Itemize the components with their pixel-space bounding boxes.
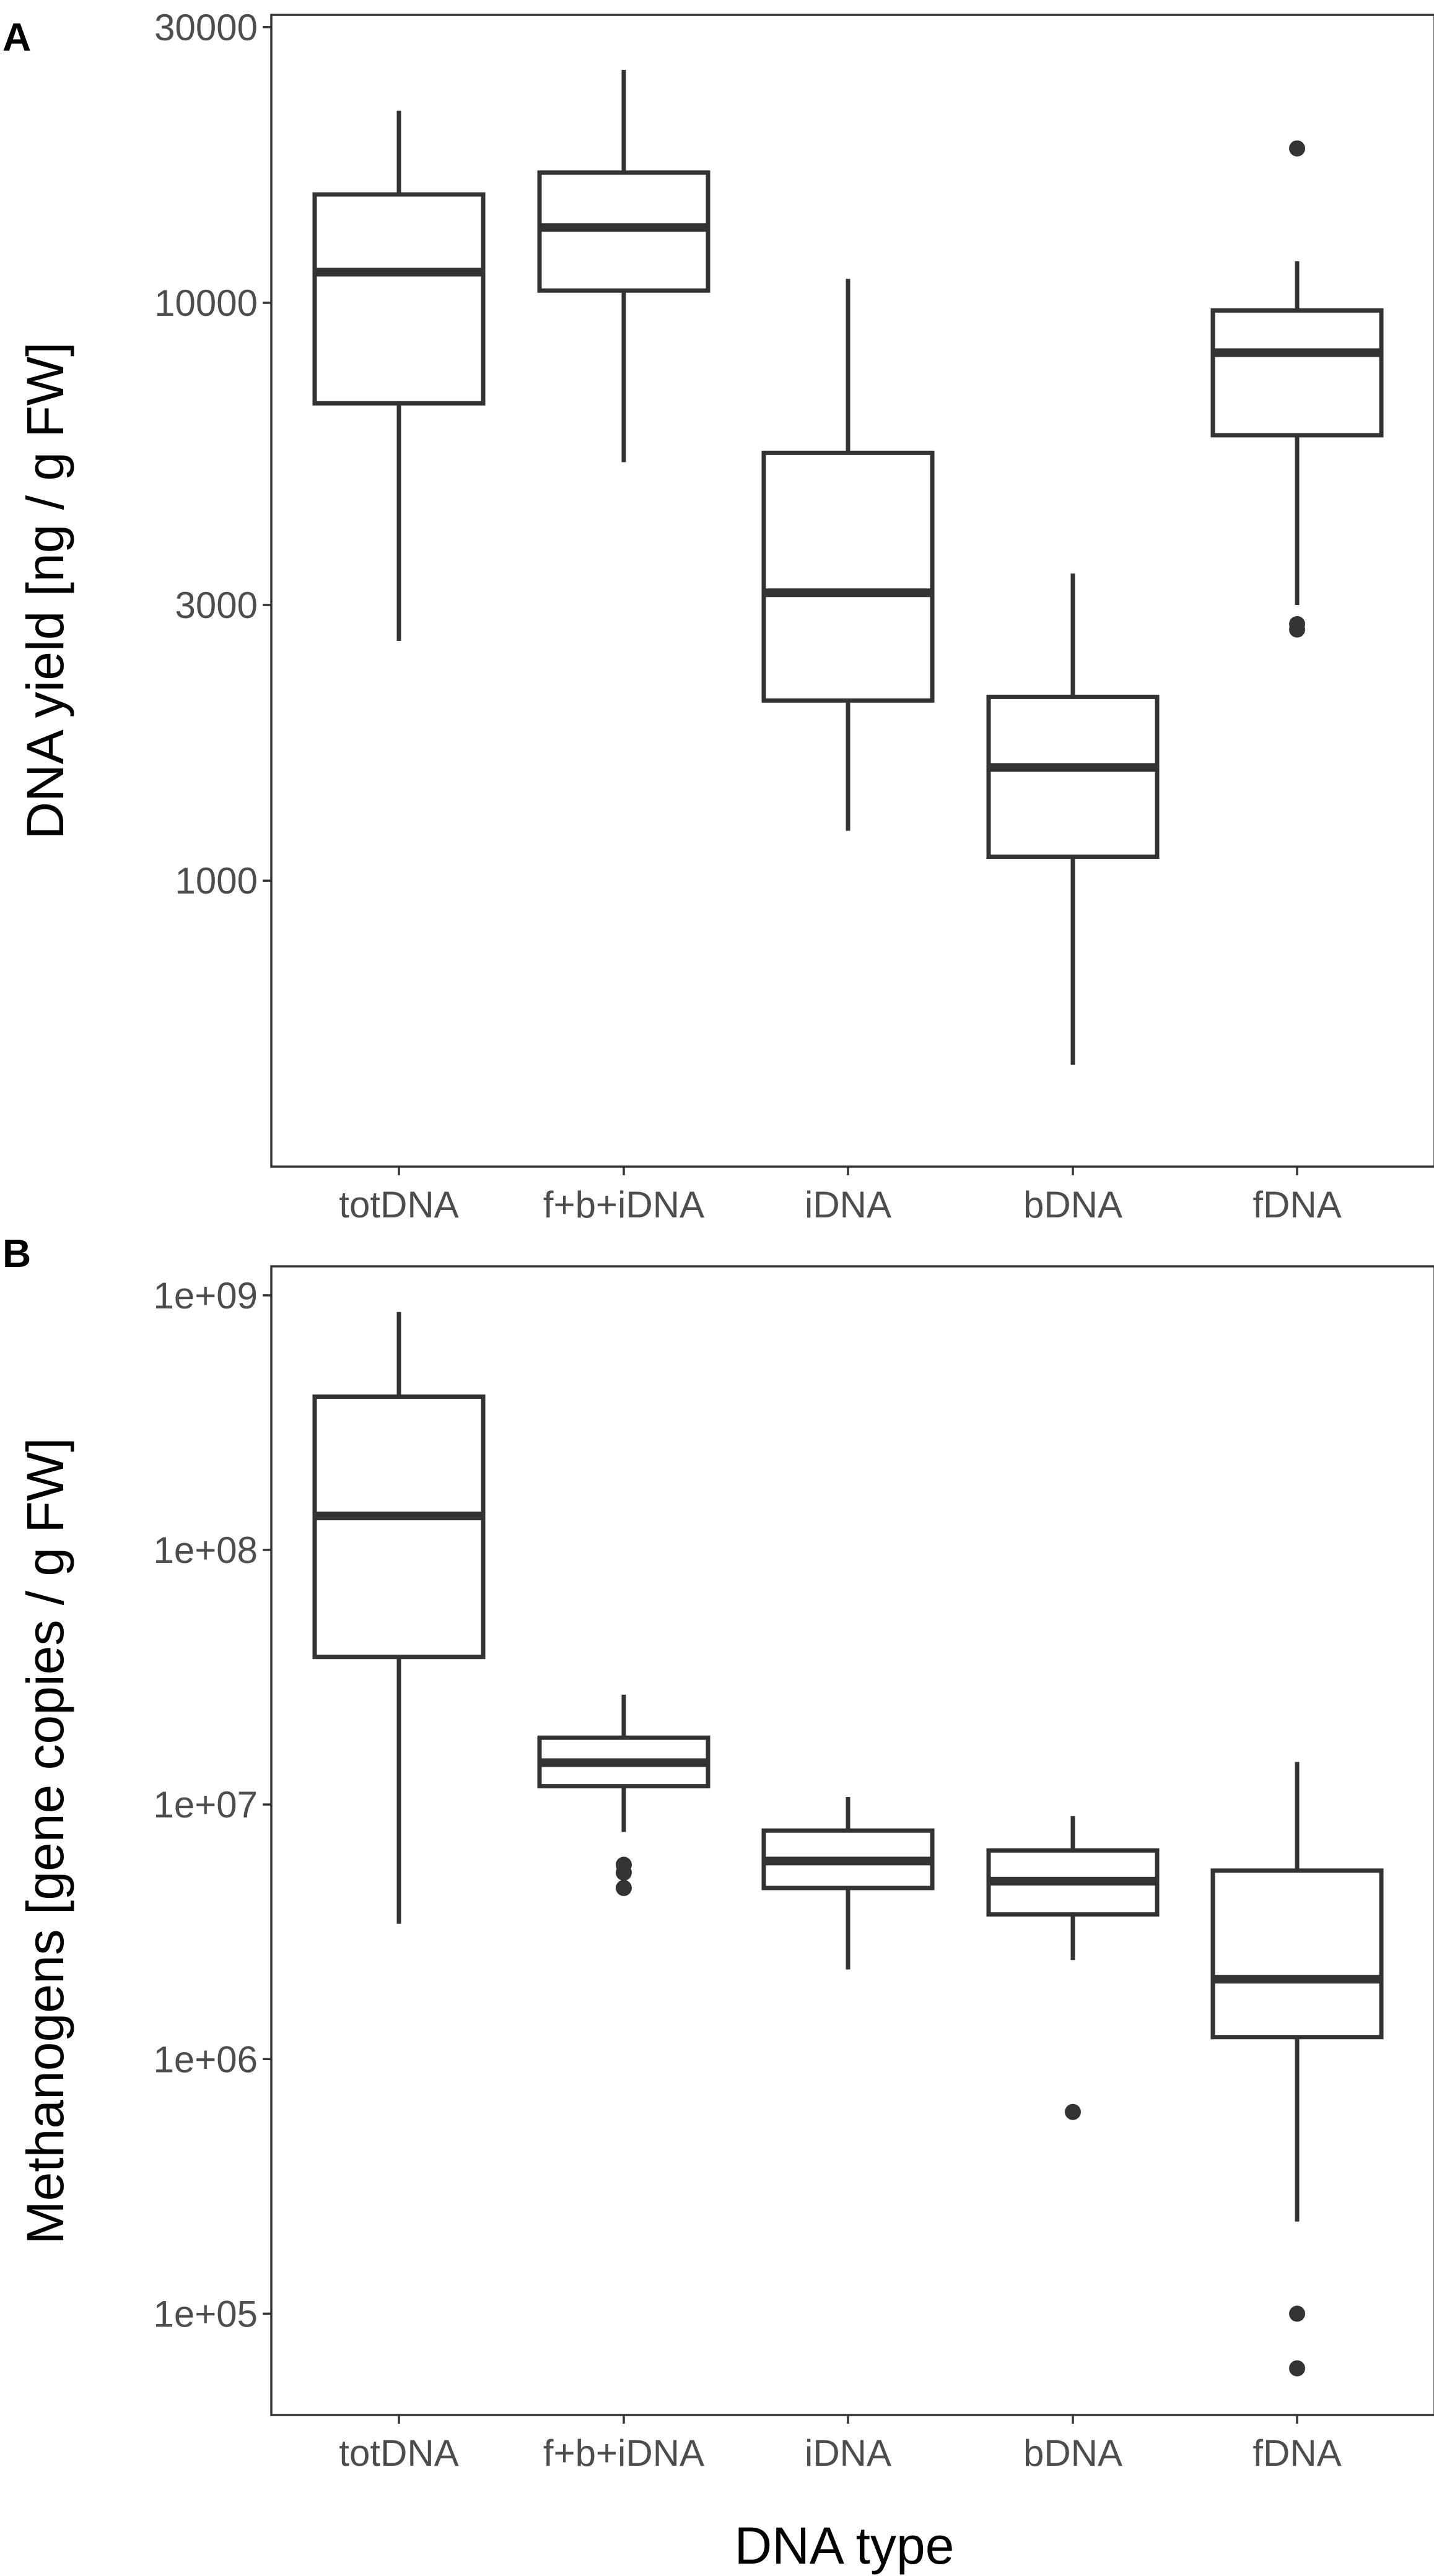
panel-a-box-fDNA bbox=[1210, 140, 1384, 638]
panel-a-y-tick-label: 3000 bbox=[175, 585, 258, 626]
outlier-point bbox=[616, 1856, 632, 1873]
panel-a-x-tick-label: fDNA bbox=[1253, 1184, 1341, 1225]
iqr-box bbox=[312, 1394, 486, 1660]
outlier-point bbox=[1289, 616, 1305, 632]
panel-a-box-f+b+iDNA bbox=[537, 69, 710, 463]
panel-b-box-bDNA bbox=[986, 1816, 1160, 2120]
panel-a-tag: A bbox=[2, 15, 31, 59]
iqr-box bbox=[312, 192, 486, 406]
panel-b-y-tick-label: 1e+09 bbox=[153, 1275, 258, 1316]
outlier-point bbox=[1289, 2360, 1305, 2377]
panel-a-box-totDNA bbox=[312, 110, 486, 641]
iqr-box bbox=[761, 450, 935, 703]
panel-b-plot-area bbox=[270, 1265, 1434, 2416]
panel-b-y-tick-label: 1e+07 bbox=[153, 1784, 258, 1825]
panel-a-x-tick-label: totDNA bbox=[339, 1184, 458, 1225]
panel-a-y-tick-label: 10000 bbox=[154, 282, 258, 324]
panel-b-y-ticks: 1e+05 1e+06 1e+07 1e+08 1e+09 bbox=[153, 1275, 271, 2334]
panel-b-x-tick-label: bDNA bbox=[1023, 2432, 1122, 2474]
panel-a: A DNA yield [ng / g FW] 1000 3000 10000 300… bbox=[2, 7, 1434, 1225]
panel-a-x-tick-label: bDNA bbox=[1023, 1184, 1122, 1225]
panel-b: B Methanogens [gene copies / g FW] 1e+05… bbox=[2, 1231, 1434, 2474]
panel-a-x-tick-label: f+b+iDNA bbox=[543, 1184, 704, 1225]
iqr-box bbox=[1210, 1868, 1384, 2040]
iqr-box bbox=[1210, 308, 1384, 438]
outlier-point bbox=[1065, 2104, 1081, 2120]
panel-b-y-tick-label: 1e+05 bbox=[153, 2293, 258, 2334]
panel-b-box-iDNA bbox=[761, 1797, 935, 1970]
panel-b-box-fDNA bbox=[1210, 1762, 1384, 2377]
panel-a-y-tick-label: 30000 bbox=[154, 7, 258, 48]
panel-b-boxes bbox=[312, 1312, 1384, 2377]
panel-b-y-axis-title: Methanogens [gene copies / g FW] bbox=[16, 1438, 74, 2245]
panel-b-box-totDNA bbox=[312, 1312, 486, 1924]
panel-b-x-tick-label: fDNA bbox=[1253, 2432, 1341, 2474]
panel-a-y-ticks: 1000 3000 10000 30000 bbox=[154, 7, 271, 902]
panel-a-y-axis-title: DNA yield [ng / g FW] bbox=[16, 342, 74, 840]
panel-b-tag: B bbox=[2, 1231, 31, 1276]
outlier-point bbox=[616, 1879, 632, 1896]
x-axis-title: DNA type bbox=[735, 2517, 955, 2575]
panel-b-x-tick-label: f+b+iDNA bbox=[543, 2432, 704, 2474]
outlier-point bbox=[1289, 2305, 1305, 2322]
panel-b-box-f+b+iDNA bbox=[537, 1694, 710, 1896]
panel-b-x-tick-label: totDNA bbox=[339, 2432, 458, 2474]
panel-a-x-tick-label: iDNA bbox=[805, 1184, 891, 1225]
panel-b-x-ticks: totDNA f+b+iDNA iDNA bDNA fDNA bbox=[339, 2415, 1342, 2474]
panel-a-x-ticks: totDNA f+b+iDNA iDNA bDNA fDNA bbox=[339, 1167, 1342, 1225]
panel-a-plot-area bbox=[270, 14, 1434, 1168]
panel-a-y-tick-label: 1000 bbox=[175, 860, 258, 902]
panel-b-x-tick-label: iDNA bbox=[805, 2432, 891, 2474]
panel-a-box-bDNA bbox=[986, 573, 1160, 1065]
panel-b-y-tick-label: 1e+08 bbox=[153, 1530, 258, 1571]
outlier-point bbox=[1289, 140, 1305, 157]
panel-b-y-tick-label: 1e+06 bbox=[153, 2039, 258, 2080]
panel-a-boxes bbox=[312, 69, 1384, 1065]
iqr-box bbox=[986, 694, 1160, 859]
panel-a-box-iDNA bbox=[761, 279, 935, 831]
